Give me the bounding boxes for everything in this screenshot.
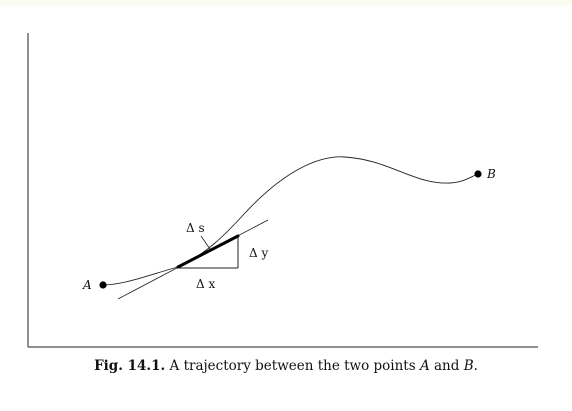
caption-text-3: . [473, 358, 478, 374]
point-a-dot [99, 281, 107, 289]
trajectory-curve [102, 156, 479, 286]
caption-text-2: and [429, 358, 464, 374]
delta-s-segment [176, 234, 240, 269]
point-b-label: B [486, 167, 496, 181]
caption-text-1: A trajectory between the two points [165, 358, 420, 374]
delta-x-label: Δ x [196, 277, 215, 291]
delta-s-pointer [200, 235, 211, 250]
delta-s-label: Δ s [186, 221, 205, 235]
top-strip [0, 0, 572, 6]
point-b-dot [474, 170, 482, 178]
caption-point-a: A [419, 358, 430, 374]
point-a-label: A [82, 278, 92, 292]
caption-point-b: B [463, 358, 474, 374]
delta-y-label: Δ y [249, 246, 268, 260]
caption-fig-label: Fig. 14.1. [94, 358, 166, 374]
figure-caption: Fig. 14.1. A trajectory between the two … [0, 358, 572, 374]
